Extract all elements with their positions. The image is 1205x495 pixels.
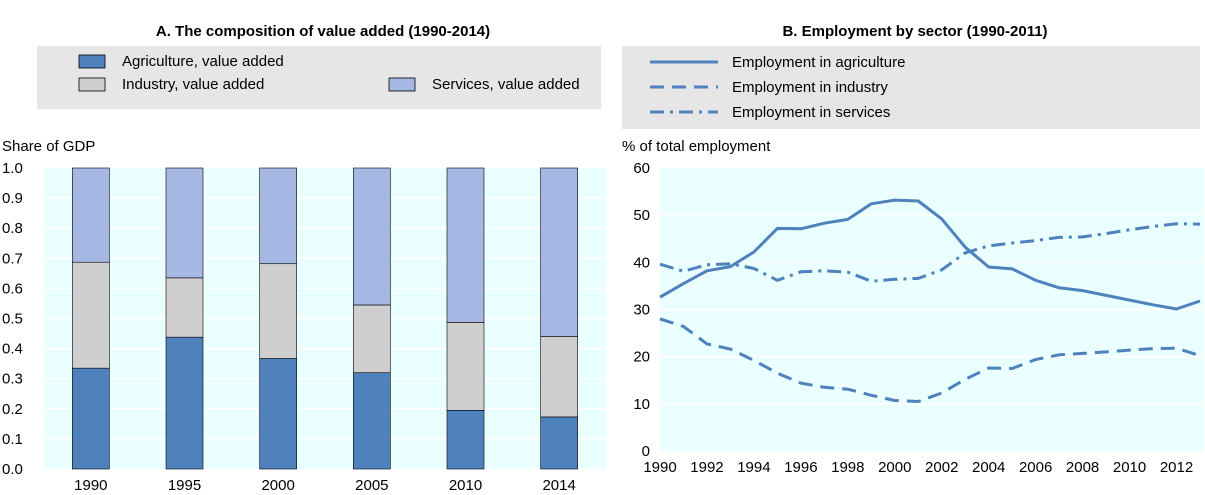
panel-b-x-tick-label: 1998 — [831, 459, 864, 476]
panel-b-x-tick-label: 1996 — [784, 459, 817, 476]
panel-a-y-tick-label: 1.0 — [2, 160, 23, 177]
bar-services-2000 — [259, 167, 297, 265]
bar-agriculture-1995 — [165, 336, 204, 470]
legend-label-services: Services, value added — [432, 76, 580, 93]
panel-a-x-tick-label: 2000 — [261, 477, 294, 494]
legend-label-agriculture: Employment in agriculture — [732, 54, 905, 71]
legend-label-agriculture: Agriculture, value added — [122, 53, 284, 70]
panel-a-bars — [72, 167, 578, 470]
panel-a-gridlines — [44, 197, 606, 440]
panel-b-y-tick-label: 0 — [642, 443, 650, 460]
panel-a-x-ticks: 1990 1995 2000 2005 2010 2014 — [74, 477, 576, 494]
panel-b-x-tick-label: 2008 — [1066, 459, 1099, 476]
panel-b-x-tick-label: 2006 — [1019, 459, 1052, 476]
bar-industry-1990 — [72, 261, 110, 369]
bar-services-2014 — [540, 167, 578, 337]
panel-b-x-tick-label: 2012 — [1160, 459, 1193, 476]
panel-a-y-axis-label: Share of GDP — [2, 138, 95, 155]
panel-b-x-tick-label: 1994 — [737, 459, 770, 476]
panel-b-x-tick-label: 1992 — [690, 459, 723, 476]
panel-b-legend — [622, 46, 1200, 129]
line-employment-industry — [659, 317, 1201, 403]
panel-b-legend-items: Employment in agriculture Employment in i… — [650, 54, 905, 121]
panel-a-y-tick-label: 0.7 — [2, 250, 23, 267]
bar-industry-2010 — [446, 322, 485, 411]
panel-a-title: A. The composition of value added (1990-… — [156, 23, 490, 40]
panel-a-y-tick-label: 0.2 — [2, 401, 23, 418]
legend-swatch-industry — [78, 77, 106, 92]
bar-agriculture-2005 — [353, 372, 391, 470]
panel-b-x-tick-label: 1990 — [643, 459, 676, 476]
bar-services-1990 — [72, 167, 110, 263]
panel-b-title: B. Employment by sector (1990-2011) — [782, 23, 1047, 40]
bar-industry-2000 — [259, 263, 297, 359]
panel-b-y-tick-label: 20 — [633, 349, 650, 366]
panel-a-y-tick-label: 0.0 — [2, 461, 23, 478]
panel-a-y-tick-label: 0.4 — [2, 341, 23, 358]
panel-b-x-tick-label: 2004 — [972, 459, 1005, 476]
panel-b-x-tick-label: 2002 — [925, 459, 958, 476]
bar-services-2005 — [353, 167, 391, 306]
legend-label-services: Employment in services — [732, 104, 890, 121]
bar-agriculture-1990 — [72, 367, 110, 470]
bar-industry-2005 — [353, 304, 391, 373]
panel-b-x-tick-label: 2010 — [1113, 459, 1146, 476]
panel-a-x-tick-label: 1990 — [74, 477, 107, 494]
panel-b-y-ticks: 0 10 20 30 40 50 60 — [633, 160, 650, 460]
panel-a-y-tick-label: 0.1 — [2, 431, 23, 448]
panel-a-y-tick-label: 0.3 — [2, 371, 23, 388]
bar-services-1995 — [165, 167, 204, 279]
panel-b-y-tick-label: 10 — [633, 396, 650, 413]
panel-a-x-tick-label: 2010 — [449, 477, 482, 494]
line-employment-services — [659, 222, 1201, 283]
panel-b-y-tick-label: 60 — [633, 160, 650, 177]
legend-swatch-agriculture — [78, 54, 106, 69]
panel-a-legend-items: Agriculture, value added Industry, value … — [78, 53, 580, 93]
panel-a-y-ticks: 0.0 0.1 0.2 0.3 0.4 0.5 0.6 0.7 0.8 0.9 1.0 — [2, 160, 23, 478]
panel-b-y-axis-label: % of total employment — [622, 138, 771, 155]
bar-agriculture-2010 — [446, 410, 485, 470]
panel-a-y-tick-label: 0.5 — [2, 311, 23, 328]
bar-agriculture-2014 — [540, 416, 578, 470]
panel-a-y-tick-label: 0.8 — [2, 220, 23, 237]
panel-a-x-tick-label: 2014 — [542, 477, 575, 494]
panel-b-y-tick-label: 40 — [633, 254, 650, 271]
legend-label-industry: Employment in industry — [732, 79, 888, 96]
panel-a-y-tick-label: 0.6 — [2, 280, 23, 297]
panel-a-y-tick-label: 0.9 — [2, 190, 23, 207]
panel-b-x-tick-label: 2000 — [878, 459, 911, 476]
bar-agriculture-2000 — [259, 358, 297, 470]
panel-a-legend — [37, 46, 601, 109]
panel-b-employment-chart: B. Employment by sector (1990-2011) Empl… — [622, 23, 1204, 476]
panel-b-x-ticks: 1990 1992 1994 1996 1998 2000 2002 2004 2006 2008… — [643, 459, 1193, 476]
bar-industry-2014 — [540, 336, 578, 418]
panel-b-gridlines — [660, 214, 1204, 405]
bar-industry-1995 — [165, 277, 204, 338]
panel-a-x-tick-label: 1995 — [168, 477, 201, 494]
panel-b-y-tick-label: 30 — [633, 302, 650, 319]
panel-a-x-tick-label: 2005 — [355, 477, 388, 494]
line-employment-agriculture — [659, 198, 1201, 311]
legend-swatch-services — [388, 77, 416, 92]
bar-services-2010 — [446, 167, 485, 323]
panel-b-lines — [659, 198, 1201, 403]
legend-label-industry: Industry, value added — [122, 76, 264, 93]
panel-a-value-added-chart: A. The composition of value added (1990-… — [2, 23, 606, 494]
panel-b-y-tick-label: 50 — [633, 207, 650, 224]
